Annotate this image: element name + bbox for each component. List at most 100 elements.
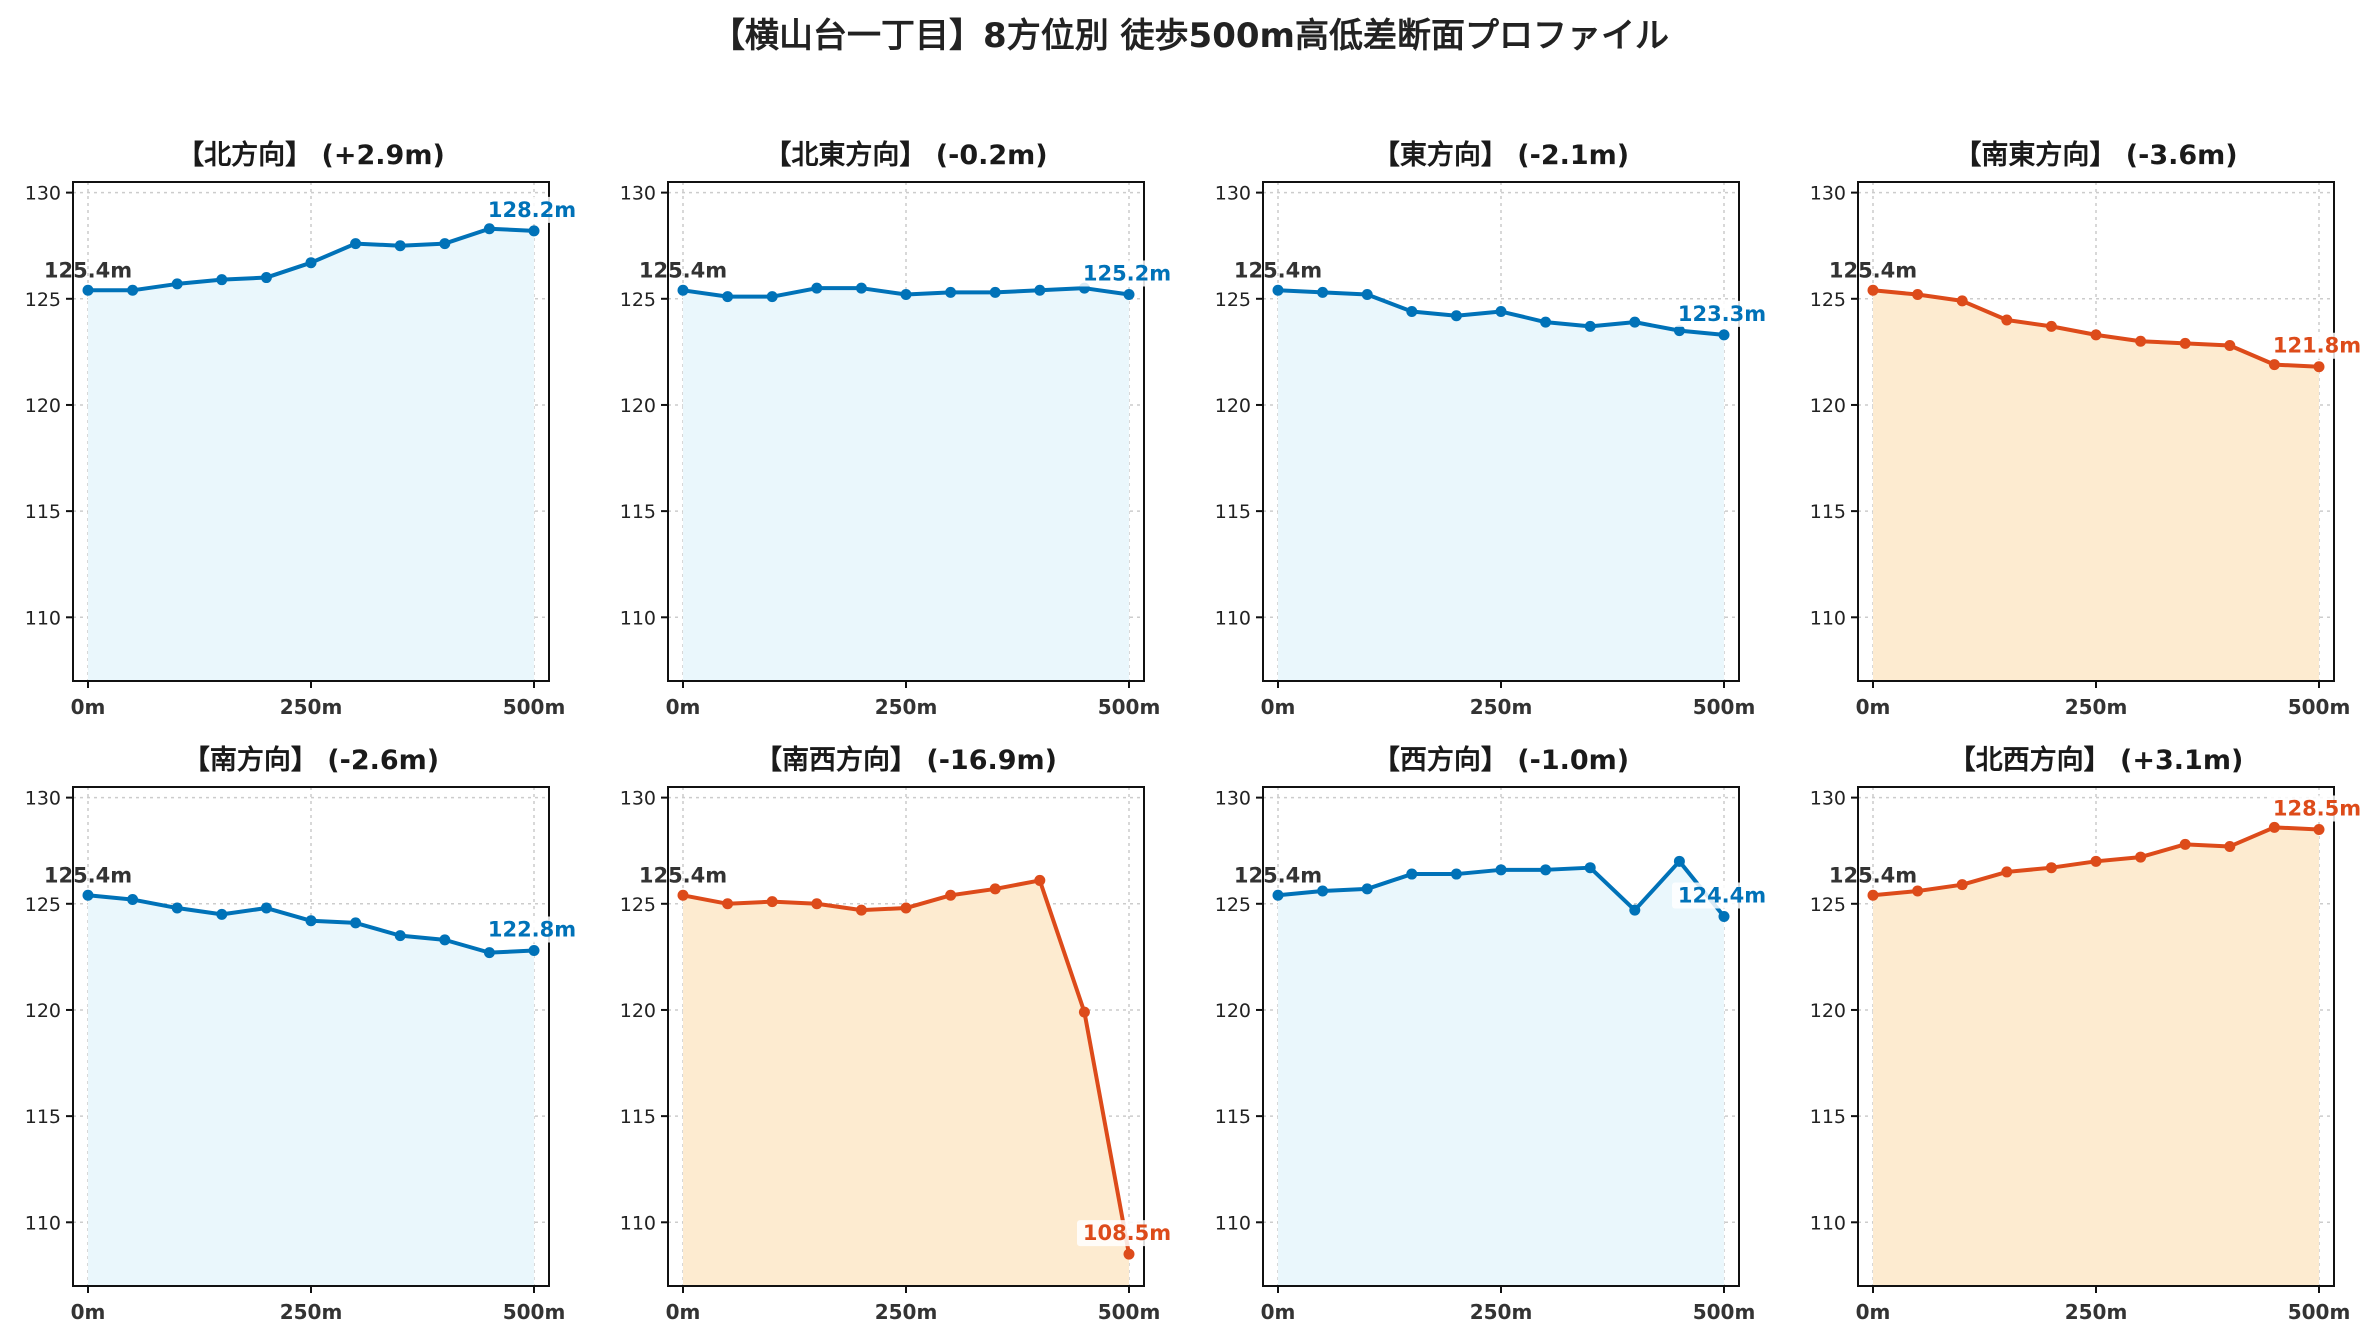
- x-tick-label: 250m: [280, 1300, 343, 1324]
- x-tick-label: 250m: [875, 695, 938, 719]
- y-tick-label: 115: [620, 1106, 656, 1128]
- panel-title: 【北西方向】 (+3.1m): [1949, 744, 2244, 776]
- end-elevation-label: 124.4m: [1678, 884, 1766, 908]
- elevation-area: [88, 228, 534, 681]
- elevation-point: [305, 257, 317, 269]
- y-tick-label: 110: [25, 1212, 61, 1234]
- elevation-point: [127, 284, 139, 296]
- y-tick-label: 110: [620, 607, 656, 629]
- start-elevation-label: 125.4m: [1829, 258, 1917, 282]
- y-tick-label: 120: [1215, 1000, 1251, 1022]
- elevation-point: [350, 917, 362, 929]
- y-tick-label: 110: [1215, 607, 1251, 629]
- end-label-bg: [1077, 1220, 1177, 1247]
- elevation-point: [945, 286, 957, 298]
- elevation-point: [1867, 284, 1879, 296]
- elevation-point: [1361, 883, 1373, 895]
- elevation-point: [127, 894, 139, 906]
- x-tick-label: 0m: [666, 695, 701, 719]
- y-tick-label: 130: [1810, 788, 1846, 810]
- y-tick-label: 115: [25, 501, 61, 523]
- elevation-point: [2090, 329, 2102, 341]
- elevation-point: [1540, 864, 1552, 876]
- y-tick-label: 120: [1810, 395, 1846, 417]
- elevation-point: [82, 284, 94, 296]
- elevation-point: [722, 291, 734, 303]
- elevation-point: [1867, 889, 1879, 901]
- y-tick-label: 125: [25, 289, 61, 311]
- x-tick-label: 500m: [2288, 1300, 2351, 1324]
- x-tick-label: 500m: [503, 695, 566, 719]
- panel-title: 【北東方向】 (-0.2m): [764, 139, 1047, 171]
- elevation-point: [350, 238, 362, 250]
- y-tick-label: 110: [1810, 1212, 1846, 1234]
- elevation-point: [439, 934, 451, 946]
- elevation-point: [2090, 855, 2102, 867]
- elevation-point: [1406, 868, 1418, 880]
- elevation-area: [683, 880, 1129, 1286]
- y-tick-label: 130: [1810, 183, 1846, 205]
- y-tick-label: 115: [1810, 1106, 1846, 1128]
- elevation-panel: 【東方向】 (-2.1m) 110 115 120 125 130 0m 250m 500m 12…: [1215, 139, 1772, 719]
- y-tick-label: 115: [1215, 1106, 1251, 1128]
- elevation-point: [2045, 320, 2057, 332]
- elevation-point: [1912, 289, 1924, 301]
- end-label-bg: [1672, 882, 1772, 909]
- elevation-point: [1584, 320, 1596, 332]
- elevation-point: [394, 240, 406, 252]
- elevation-point: [1673, 855, 1685, 867]
- elevation-point: [528, 945, 540, 957]
- y-tick-label: 125: [25, 894, 61, 916]
- elevation-panel: 【南方向】 (-2.6m) 110 115 120 125 130 0m 250m 500m 12…: [25, 744, 582, 1324]
- elevation-point: [2268, 821, 2280, 833]
- elevation-point: [2001, 314, 2013, 326]
- x-tick-label: 0m: [71, 1300, 106, 1324]
- elevation-point: [1540, 316, 1552, 328]
- elevation-point: [1272, 889, 1284, 901]
- elevation-point: [1629, 316, 1641, 328]
- start-elevation-label: 125.4m: [1234, 258, 1322, 282]
- x-tick-label: 500m: [1098, 695, 1161, 719]
- elevation-point: [305, 915, 317, 927]
- elevation-point: [1673, 325, 1685, 337]
- elevation-point: [855, 282, 867, 294]
- x-tick-label: 0m: [666, 1300, 701, 1324]
- elevation-point: [260, 902, 272, 914]
- y-tick-label: 130: [25, 788, 61, 810]
- elevation-point: [945, 889, 957, 901]
- elevation-point: [1584, 862, 1596, 874]
- y-tick-label: 110: [1215, 1212, 1251, 1234]
- elevation-point: [2268, 359, 2280, 371]
- elevation-point: [1123, 289, 1135, 301]
- y-tick-label: 130: [1215, 183, 1251, 205]
- x-tick-label: 500m: [2288, 695, 2351, 719]
- end-label-bg: [1077, 260, 1177, 287]
- figure-title: 【横山台一丁目】8方位別 徒歩500m高低差断面プロファイル: [711, 16, 1669, 56]
- y-tick-label: 130: [1215, 788, 1251, 810]
- start-elevation-label: 125.4m: [1234, 863, 1322, 887]
- elevation-point: [2313, 823, 2325, 835]
- y-tick-label: 120: [620, 1000, 656, 1022]
- elevation-point: [1034, 284, 1046, 296]
- x-tick-label: 0m: [1856, 1300, 1891, 1324]
- elevation-point: [216, 274, 228, 286]
- x-tick-label: 0m: [71, 695, 106, 719]
- panel-title: 【東方向】 (-2.1m): [1373, 139, 1629, 171]
- panel-title: 【南方向】 (-2.6m): [183, 744, 439, 776]
- elevation-point: [2224, 340, 2236, 352]
- elevation-point: [811, 898, 823, 910]
- elevation-area: [88, 895, 534, 1286]
- y-tick-label: 110: [1810, 607, 1846, 629]
- elevation-point: [2045, 862, 2057, 874]
- elevation-panel: 【西方向】 (-1.0m) 110 115 120 125 130 0m 250m 500m 12…: [1215, 744, 1772, 1324]
- y-tick-label: 110: [25, 607, 61, 629]
- end-label-bg: [482, 196, 582, 223]
- elevation-point: [2179, 838, 2191, 850]
- y-tick-label: 130: [620, 183, 656, 205]
- elevation-point: [1078, 1006, 1090, 1018]
- elevation-point: [766, 896, 778, 908]
- x-tick-label: 500m: [1098, 1300, 1161, 1324]
- elevation-point: [1317, 286, 1329, 298]
- start-elevation-label: 125.4m: [44, 863, 132, 887]
- elevation-point: [260, 272, 272, 284]
